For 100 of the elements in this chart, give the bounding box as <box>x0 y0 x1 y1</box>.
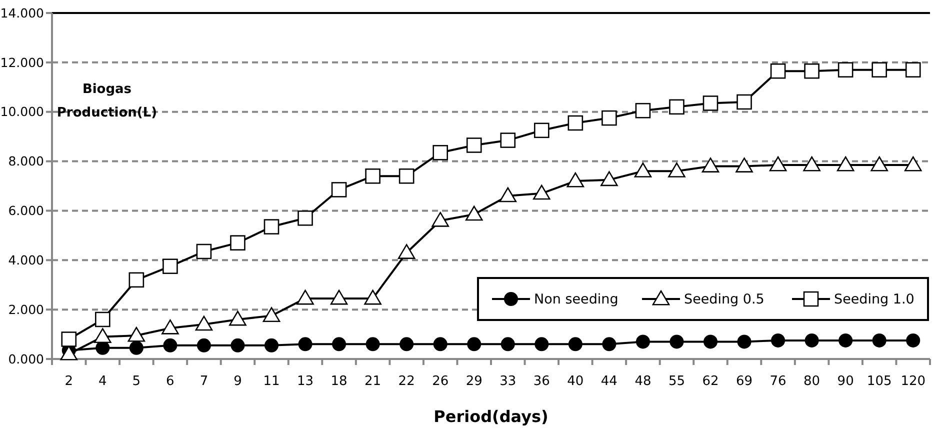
point <box>872 62 887 78</box>
y-tick-label: 4.000 <box>8 252 44 268</box>
point <box>331 182 347 198</box>
point <box>769 156 787 172</box>
point <box>195 316 213 331</box>
point <box>128 272 144 288</box>
point <box>736 94 752 110</box>
point <box>838 62 854 78</box>
x-tick-label: 55 <box>668 374 686 389</box>
point <box>163 338 178 352</box>
point <box>702 96 718 111</box>
point <box>467 337 482 352</box>
x-tick-label: 21 <box>364 374 382 389</box>
x-tick-label: 9 <box>234 374 242 389</box>
point <box>905 62 921 78</box>
point <box>298 337 312 352</box>
point <box>904 156 922 172</box>
point <box>737 334 752 349</box>
point <box>128 326 146 342</box>
point <box>296 290 314 305</box>
x-tick-label: 40 <box>567 374 584 389</box>
point <box>534 122 550 138</box>
point <box>229 310 246 326</box>
y-tick-label: 0.000 <box>8 351 44 366</box>
point <box>196 338 211 352</box>
point <box>466 138 482 153</box>
x-tick-label: 22 <box>398 374 415 389</box>
point <box>398 168 414 184</box>
point <box>433 337 448 352</box>
x-tick-label: 2 <box>64 374 74 389</box>
point <box>332 337 346 352</box>
point <box>668 162 686 178</box>
point <box>230 235 246 250</box>
point <box>836 156 854 172</box>
point <box>61 332 77 347</box>
x-tick-label: 76 <box>770 374 786 389</box>
point <box>298 210 313 226</box>
point <box>534 337 549 352</box>
x-tick-label: 69 <box>736 374 753 389</box>
point <box>669 99 684 115</box>
point <box>162 258 178 274</box>
y-tick-label: 8.000 <box>8 154 44 169</box>
point <box>499 187 517 202</box>
point <box>262 307 280 322</box>
point <box>264 338 278 352</box>
y-tick-label: 6.000 <box>8 203 44 218</box>
point <box>60 345 78 360</box>
point <box>870 156 888 172</box>
point <box>736 158 753 172</box>
point <box>635 102 651 118</box>
y-tick-label: 2.000 <box>8 302 44 317</box>
point <box>704 334 718 349</box>
point <box>330 290 348 305</box>
legend-label: Non seeding <box>534 292 618 308</box>
point <box>465 206 483 221</box>
y-tick-label: 12.000 <box>0 54 44 70</box>
point <box>432 144 448 160</box>
x-tick-label: 5 <box>132 374 141 389</box>
point <box>129 340 144 355</box>
point <box>95 312 110 328</box>
x-tick-label: 11 <box>263 374 280 389</box>
x-tick-label: 4 <box>98 374 107 389</box>
x-tick-label: 105 <box>866 374 892 389</box>
point <box>365 168 380 184</box>
y-tick-label: 10.000 <box>0 104 44 120</box>
x-tick-label: 26 <box>432 374 449 389</box>
point <box>400 337 414 352</box>
x-tick-label: 6 <box>166 374 174 389</box>
point <box>600 171 618 186</box>
x-tick-label: 36 <box>533 374 550 389</box>
point <box>803 156 820 172</box>
point <box>196 244 212 260</box>
point <box>230 338 245 352</box>
point <box>500 132 516 148</box>
point <box>364 290 382 305</box>
x-tick-label: 62 <box>702 374 719 389</box>
point <box>568 115 584 131</box>
point <box>94 328 112 344</box>
x-tick-label: 13 <box>296 374 314 389</box>
point <box>670 334 684 349</box>
point <box>634 162 652 178</box>
point <box>366 337 380 352</box>
point <box>398 244 416 259</box>
x-tick-label: 18 <box>330 374 348 389</box>
point <box>432 212 449 227</box>
x-tick-label: 33 <box>500 374 516 389</box>
point <box>771 333 786 348</box>
x-tick-label: 90 <box>837 374 854 389</box>
point <box>770 63 786 79</box>
x-tick-label: 7 <box>200 374 208 389</box>
point <box>264 219 280 234</box>
point <box>838 333 853 348</box>
legend-label: Seeding 0.5 <box>684 292 764 308</box>
point <box>568 337 582 352</box>
point <box>602 337 616 352</box>
x-axis-title: Period(days) <box>434 407 548 426</box>
point <box>702 158 720 172</box>
y-tick-label: 14.000 <box>0 5 44 20</box>
point <box>872 333 886 348</box>
point <box>602 110 617 126</box>
